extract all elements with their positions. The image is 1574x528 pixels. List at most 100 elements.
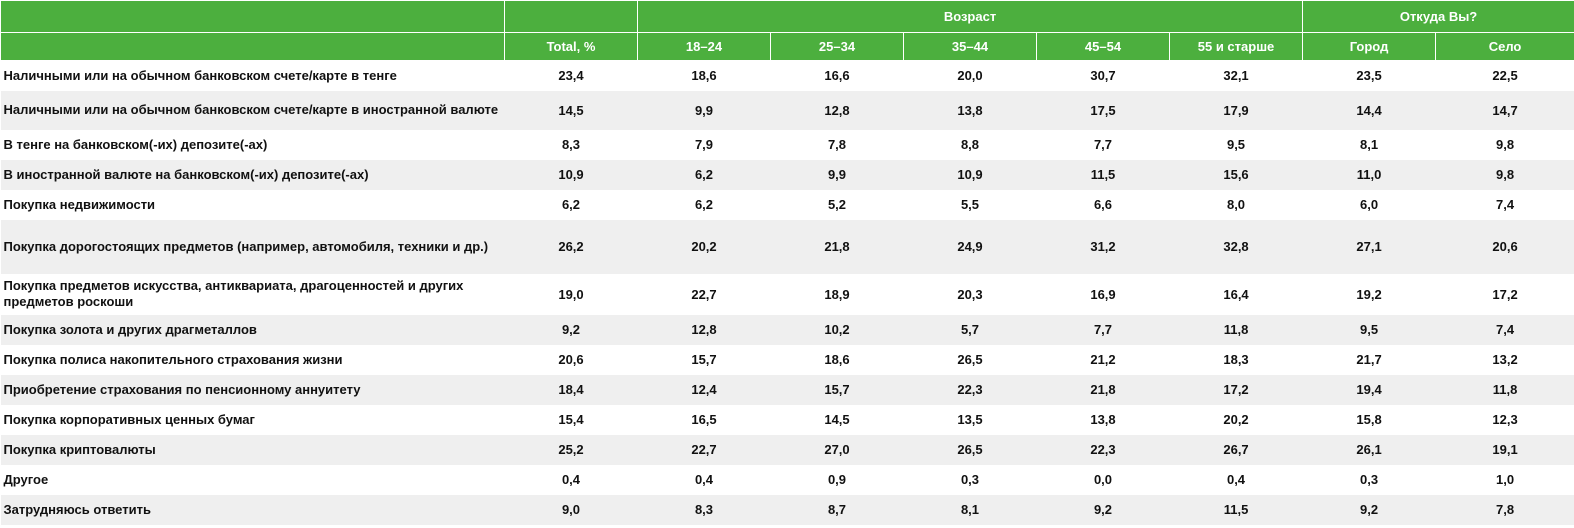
value-cell: 26,1 (1302, 434, 1436, 465)
row-label: Наличными или на обычном банковском счет… (0, 60, 505, 91)
value-cell: 9,2 (1302, 494, 1436, 525)
table-row: Покупка предметов искусства, антиквариат… (0, 273, 1574, 315)
value-cell: 0,4 (637, 464, 771, 495)
column-header: 25–34 (770, 32, 904, 61)
value-cell: 13,8 (903, 90, 1037, 130)
value-cell: 7,7 (1036, 314, 1170, 345)
value-cell: 10,9 (504, 159, 638, 190)
column-header: 45–54 (1036, 32, 1170, 61)
value-cell: 16,4 (1169, 273, 1303, 315)
value-cell: 17,2 (1435, 273, 1574, 315)
value-cell: 26,5 (903, 434, 1037, 465)
table-row: Покупка золота и других драгметаллов 9,2 1… (0, 314, 1574, 345)
value-cell: 7,8 (1435, 494, 1574, 525)
value-cell: 26,5 (903, 344, 1037, 375)
value-cell: 13,5 (903, 404, 1037, 435)
value-cell: 20,2 (1169, 404, 1303, 435)
value-cell: 1,0 (1435, 464, 1574, 495)
table-row: Приобретение страхования по пенсионному … (0, 374, 1574, 405)
value-cell: 18,3 (1169, 344, 1303, 375)
value-cell: 15,4 (504, 404, 638, 435)
value-cell: 15,7 (770, 374, 904, 405)
value-cell: 7,9 (637, 129, 771, 160)
header-empty-cell (0, 0, 505, 33)
value-cell: 8,1 (903, 494, 1037, 525)
table-row: Наличными или на обычном банковском счет… (0, 90, 1574, 130)
value-cell: 6,0 (1302, 189, 1436, 220)
header-empty-cell (504, 0, 638, 33)
value-cell: 30,7 (1036, 60, 1170, 91)
value-cell: 5,7 (903, 314, 1037, 345)
value-cell: 19,0 (504, 273, 638, 315)
value-cell: 31,2 (1036, 219, 1170, 274)
value-cell: 8,1 (1302, 129, 1436, 160)
column-header: 55 и старше (1168, 32, 1304, 61)
value-cell: 14,5 (504, 90, 638, 130)
value-cell: 9,2 (504, 314, 638, 345)
row-label: Покупка золота и других драгметаллов (0, 314, 505, 345)
value-cell: 9,8 (1435, 129, 1574, 160)
table-row: В тенге на банковском(-их) депозите(-ах)… (0, 129, 1574, 160)
row-label: Покупка предметов искусства, антиквариат… (0, 273, 505, 315)
value-cell: 14,5 (770, 404, 904, 435)
value-cell: 8,3 (637, 494, 771, 525)
value-cell: 15,7 (637, 344, 771, 375)
value-cell: 7,7 (1036, 129, 1170, 160)
value-cell: 26,7 (1169, 434, 1303, 465)
value-cell: 18,6 (637, 60, 771, 91)
value-cell: 19,1 (1435, 434, 1574, 465)
value-cell: 32,8 (1169, 219, 1303, 274)
value-cell: 13,2 (1435, 344, 1574, 375)
row-label: Покупка полиса накопительного страховани… (0, 344, 505, 375)
value-cell: 22,7 (637, 434, 771, 465)
header-row-columns: Total, % 18–24 25–34 35–44 45–54 55 и старше Г… (0, 32, 1574, 61)
value-cell: 16,5 (637, 404, 771, 435)
value-cell: 20,2 (637, 219, 771, 274)
value-cell: 9,5 (1302, 314, 1436, 345)
value-cell: 0,3 (903, 464, 1037, 495)
column-header: 35–44 (903, 32, 1037, 61)
value-cell: 21,7 (1302, 344, 1436, 375)
value-cell: 8,8 (903, 129, 1037, 160)
value-cell: 20,0 (903, 60, 1037, 91)
value-cell: 7,4 (1435, 189, 1574, 220)
value-cell: 19,2 (1302, 273, 1436, 315)
value-cell: 7,4 (1435, 314, 1574, 345)
value-cell: 0,9 (770, 464, 904, 495)
value-cell: 18,9 (770, 273, 904, 315)
value-cell: 12,8 (770, 90, 904, 130)
header-row-groups: Возраст Откуда Вы? (0, 0, 1574, 33)
value-cell: 6,2 (637, 189, 771, 220)
header-age-group: Возраст (636, 0, 1304, 33)
table-row: Покупка криптовалюты 25,2 22,7 27,0 26,5 22,3… (0, 434, 1574, 465)
value-cell: 0,4 (1169, 464, 1303, 495)
row-label: В иностранной валюте на банковском(-их) … (0, 159, 505, 190)
value-cell: 11,5 (1036, 159, 1170, 190)
value-cell: 0,0 (1036, 464, 1170, 495)
column-header: Село (1435, 32, 1574, 61)
value-cell: 27,0 (770, 434, 904, 465)
row-label: Наличными или на обычном банковском счет… (0, 90, 505, 130)
value-cell: 12,4 (637, 374, 771, 405)
value-cell: 19,4 (1302, 374, 1436, 405)
value-cell: 22,5 (1435, 60, 1574, 91)
value-cell: 20,6 (1435, 219, 1574, 274)
value-cell: 9,2 (1036, 494, 1170, 525)
row-label: Приобретение страхования по пенсионному … (0, 374, 505, 405)
value-cell: 15,8 (1302, 404, 1436, 435)
table-row: Покупка дорогостоящих предметов (наприме… (0, 219, 1574, 274)
value-cell: 17,2 (1169, 374, 1303, 405)
value-cell: 9,8 (1435, 159, 1574, 190)
row-label: Покупка корпоративных ценных бумаг (0, 404, 505, 435)
value-cell: 9,9 (637, 90, 771, 130)
value-cell: 0,4 (504, 464, 638, 495)
value-cell: 22,7 (637, 273, 771, 315)
value-cell: 27,1 (1302, 219, 1436, 274)
row-label: Затрудняюсь ответить (0, 494, 505, 525)
value-cell: 20,6 (504, 344, 638, 375)
value-cell: 5,2 (770, 189, 904, 220)
value-cell: 9,0 (504, 494, 638, 525)
value-cell: 14,4 (1302, 90, 1436, 130)
table-row: Покупка корпоративных ценных бумаг 15,4 16… (0, 404, 1574, 435)
